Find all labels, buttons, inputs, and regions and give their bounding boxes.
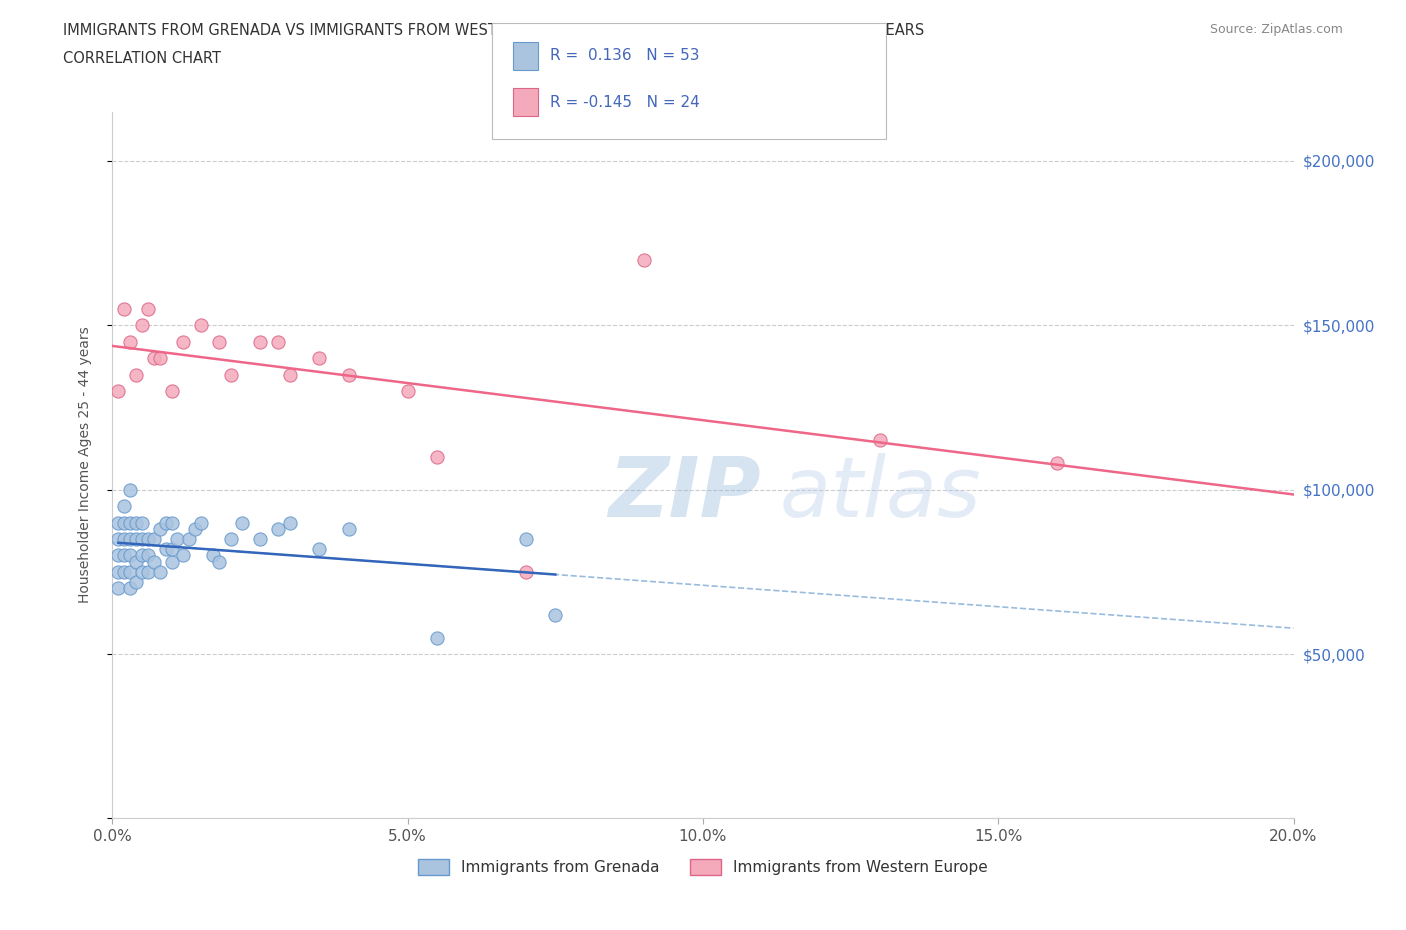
Point [112, 498, 135, 513]
Point [131, 565, 153, 579]
Point [125, 515, 148, 530]
Point [120, 565, 142, 579]
Point [278, 515, 301, 530]
Point [869, 432, 891, 447]
Point [107, 565, 129, 579]
Point [131, 548, 153, 563]
Point [231, 515, 253, 530]
Point [308, 351, 330, 365]
Point [155, 541, 177, 556]
Point [120, 548, 142, 563]
Point [219, 367, 242, 382]
Point [426, 631, 449, 645]
Point [107, 532, 129, 547]
Point [190, 515, 212, 530]
Point [219, 532, 242, 547]
Point [149, 522, 172, 537]
Point [112, 532, 135, 547]
Point [112, 548, 135, 563]
Point [120, 334, 142, 349]
Point [278, 367, 301, 382]
Point [515, 565, 537, 579]
Point [308, 541, 330, 556]
Point [142, 554, 165, 569]
Text: R =  0.136   N = 53: R = 0.136 N = 53 [550, 48, 699, 63]
Point [249, 532, 271, 547]
Point [107, 581, 129, 596]
Point [112, 565, 135, 579]
Point [184, 522, 207, 537]
Y-axis label: Householder Income Ages 25 - 44 years: Householder Income Ages 25 - 44 years [77, 326, 91, 604]
Point [131, 515, 153, 530]
Point [633, 252, 655, 267]
Point [107, 548, 129, 563]
Point [131, 532, 153, 547]
Point [208, 554, 231, 569]
Point [120, 581, 142, 596]
Point [136, 301, 159, 316]
Point [267, 522, 290, 537]
Legend: Immigrants from Grenada, Immigrants from Western Europe: Immigrants from Grenada, Immigrants from… [412, 853, 994, 882]
Point [166, 532, 188, 547]
Point [208, 334, 231, 349]
Point [396, 383, 419, 398]
Point [160, 554, 183, 569]
Point [249, 334, 271, 349]
Point [107, 515, 129, 530]
Point [155, 515, 177, 530]
Point [337, 522, 360, 537]
Point [172, 334, 194, 349]
Point [426, 449, 449, 464]
Point [120, 515, 142, 530]
Point [160, 515, 183, 530]
Point [267, 334, 290, 349]
Point [112, 301, 135, 316]
Point [172, 548, 194, 563]
Point [179, 532, 201, 547]
Point [160, 541, 183, 556]
Point [190, 318, 212, 333]
Text: IMMIGRANTS FROM GRENADA VS IMMIGRANTS FROM WESTERN EUROPE HOUSEHOLDER INCOME AGE: IMMIGRANTS FROM GRENADA VS IMMIGRANTS FR… [63, 23, 925, 38]
Point [120, 483, 142, 498]
Text: ZIP: ZIP [609, 453, 761, 534]
Text: R = -0.145   N = 24: R = -0.145 N = 24 [550, 95, 700, 110]
Point [160, 383, 183, 398]
Point [125, 574, 148, 589]
Point [337, 367, 360, 382]
Text: atlas: atlas [780, 453, 981, 534]
Text: CORRELATION CHART: CORRELATION CHART [63, 51, 221, 66]
Point [201, 548, 224, 563]
Point [515, 532, 537, 547]
Point [125, 554, 148, 569]
Point [125, 532, 148, 547]
Point [136, 532, 159, 547]
Point [107, 383, 129, 398]
Point [149, 565, 172, 579]
Point [125, 367, 148, 382]
Point [136, 565, 159, 579]
Point [149, 351, 172, 365]
Point [112, 515, 135, 530]
Point [120, 532, 142, 547]
Point [142, 532, 165, 547]
Point [1046, 456, 1069, 471]
Point [131, 318, 153, 333]
Point [136, 548, 159, 563]
Point [142, 351, 165, 365]
Text: Source: ZipAtlas.com: Source: ZipAtlas.com [1209, 23, 1343, 36]
Point [544, 607, 567, 622]
